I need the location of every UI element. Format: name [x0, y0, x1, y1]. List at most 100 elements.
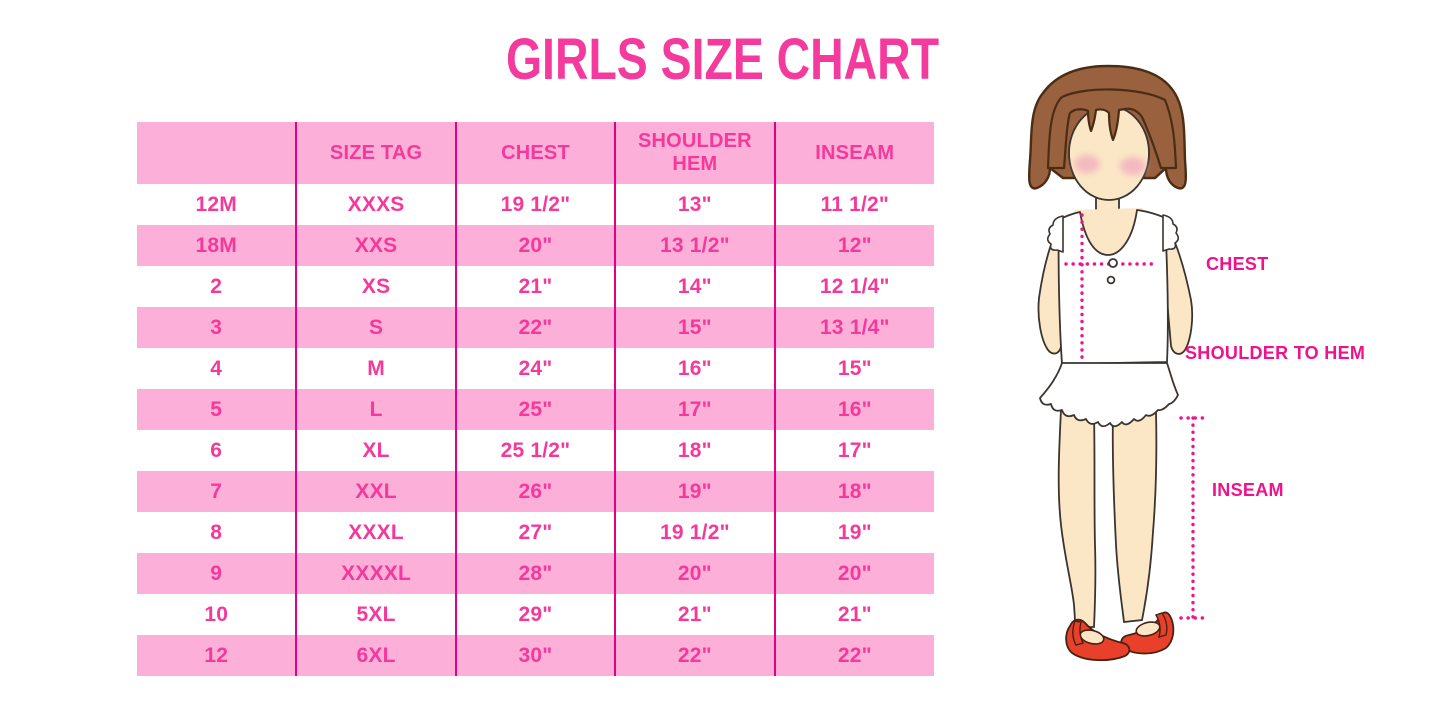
- girls-size-table: SIZE TAG CHEST SHOULDER HEM INSEAM 12M XXXS 1…: [137, 122, 934, 676]
- table-cell: 13": [614, 184, 775, 225]
- shoulder-ruffle-right: [1162, 214, 1180, 252]
- shoulder-ruffle-left: [1046, 215, 1064, 253]
- table-cell: 12M: [195, 192, 237, 216]
- table-cell: 21": [773, 594, 934, 635]
- page-title: GIRLS SIZE CHART: [505, 27, 940, 92]
- table-cell: L: [295, 389, 456, 430]
- leg-right: [1111, 411, 1158, 623]
- table-cell: 12": [773, 225, 934, 266]
- column-header: SIZE TAG: [295, 122, 456, 184]
- blush-right: [1120, 157, 1146, 175]
- shoe-right: [1120, 611, 1175, 655]
- table-cell: 21": [614, 594, 775, 635]
- table-cell: 28": [454, 553, 616, 594]
- table-cell: 21": [454, 266, 616, 307]
- table-cell: 29": [454, 594, 616, 635]
- table-cell: 20": [614, 553, 775, 594]
- table-cell: 22": [614, 635, 775, 676]
- table-cell: XXXXL: [295, 553, 456, 594]
- table-row: 7 XXL 26" 19" 18": [137, 471, 934, 512]
- table-cell: 15": [614, 307, 775, 348]
- table-cell: 30": [454, 635, 616, 676]
- table-cell: 13 1/4": [773, 307, 934, 348]
- button-top: [1108, 258, 1118, 268]
- table-cell: 16": [773, 389, 934, 430]
- table-row: 6 XL 25 1/2" 18" 17": [137, 430, 934, 471]
- table-cell: 2: [210, 274, 223, 298]
- table-row: 18M XXS 20" 13 1/2" 12": [137, 225, 934, 266]
- table-cell: 18": [614, 430, 775, 471]
- table-cell: 5XL: [295, 594, 456, 635]
- column-header: [137, 122, 297, 184]
- table-row: 5 L 25" 17" 16": [137, 389, 934, 430]
- table-cell: 20": [773, 553, 934, 594]
- table-cell: 18M: [137, 225, 297, 266]
- table-cell: 25 1/2": [454, 430, 616, 471]
- table-cell: 24": [454, 348, 616, 389]
- table-cell: 27": [454, 512, 616, 553]
- girl-measurement-illustration: [1027, 64, 1206, 662]
- table-cell: 20": [454, 225, 616, 266]
- table-cell: 19 1/2": [614, 512, 775, 553]
- table-cell: 25": [454, 389, 616, 430]
- arm-right: [1161, 217, 1194, 355]
- shoe-left: [1065, 618, 1131, 662]
- table-cell: S: [295, 307, 456, 348]
- table-row: 4 M 24" 16" 15": [137, 348, 934, 389]
- table-body: 12M XXXS 19 1/2" 13" 11 1/2" 18M XXS 20" 13 1/2"…: [137, 184, 934, 676]
- table-row: 3 S 22" 15" 13 1/4": [137, 307, 934, 348]
- table-cell: 13 1/2": [614, 225, 775, 266]
- table-cell: 26": [454, 471, 616, 512]
- table-cell: 6: [210, 438, 223, 462]
- leg-left: [1057, 409, 1097, 628]
- table-header: SIZE TAG CHEST SHOULDER HEM INSEAM: [137, 122, 934, 184]
- table-cell: 3: [137, 307, 297, 348]
- table-cell: 11 1/2": [773, 184, 934, 225]
- header-row: SIZE TAG CHEST SHOULDER HEM INSEAM: [137, 122, 934, 184]
- table-cell: 6XL: [295, 635, 456, 676]
- arm-left: [1037, 219, 1064, 355]
- table-cell: 15": [773, 348, 934, 389]
- table-cell: XS: [295, 266, 456, 307]
- table-cell: 14": [614, 266, 775, 307]
- table-cell: 17": [614, 389, 775, 430]
- table-cell: 17": [773, 430, 934, 471]
- bangs: [1046, 88, 1178, 170]
- table-cell: 7: [137, 471, 297, 512]
- table-row: 2 XS 21" 14" 12 1/4": [137, 266, 934, 307]
- column-header: CHEST: [454, 122, 616, 184]
- blush-left: [1074, 155, 1100, 173]
- table-row: 8 XXXL 27" 19 1/2" 19": [137, 512, 934, 553]
- button-bottom: [1106, 275, 1116, 285]
- table-cell: 19": [614, 471, 775, 512]
- table-cell: M: [295, 348, 456, 389]
- table-cell: XXL: [295, 471, 456, 512]
- table-cell: 9: [137, 553, 297, 594]
- table-cell: 19 1/2": [454, 184, 616, 225]
- column-header: SHOULDER HEM: [614, 122, 775, 184]
- table-cell: 22": [773, 635, 934, 676]
- table-cell: 22": [454, 307, 616, 348]
- table-cell: XXXS: [295, 184, 456, 225]
- table-cell: 12 1/4": [773, 266, 934, 307]
- table-cell: 19": [773, 512, 934, 553]
- shoulder-to-hem-label: SHOULDER TO HEM: [1185, 343, 1366, 363]
- table-row: 10 5XL 29" 21" 21": [137, 594, 934, 635]
- table-cell: XL: [295, 430, 456, 471]
- table-row: 12M XXXS 19 1/2" 13" 11 1/2": [137, 184, 934, 225]
- inseam-label: INSEAM: [1212, 480, 1284, 500]
- table-cell: 8: [210, 520, 223, 544]
- chest-label: CHEST: [1206, 254, 1269, 274]
- skirt-ruffle: [1039, 362, 1179, 428]
- table-row: 9 XXXXL 28" 20" 20": [137, 553, 934, 594]
- table-cell: 4: [210, 356, 223, 380]
- table-cell: 16": [614, 348, 775, 389]
- table-cell: 12: [137, 635, 297, 676]
- column-header: INSEAM: [773, 122, 934, 184]
- table-cell: XXXL: [295, 512, 456, 553]
- table-row: 12 6XL 30" 22" 22": [137, 635, 934, 676]
- table-cell: 5: [137, 389, 297, 430]
- table-cell: XXS: [295, 225, 456, 266]
- top-bodice: [1057, 209, 1169, 365]
